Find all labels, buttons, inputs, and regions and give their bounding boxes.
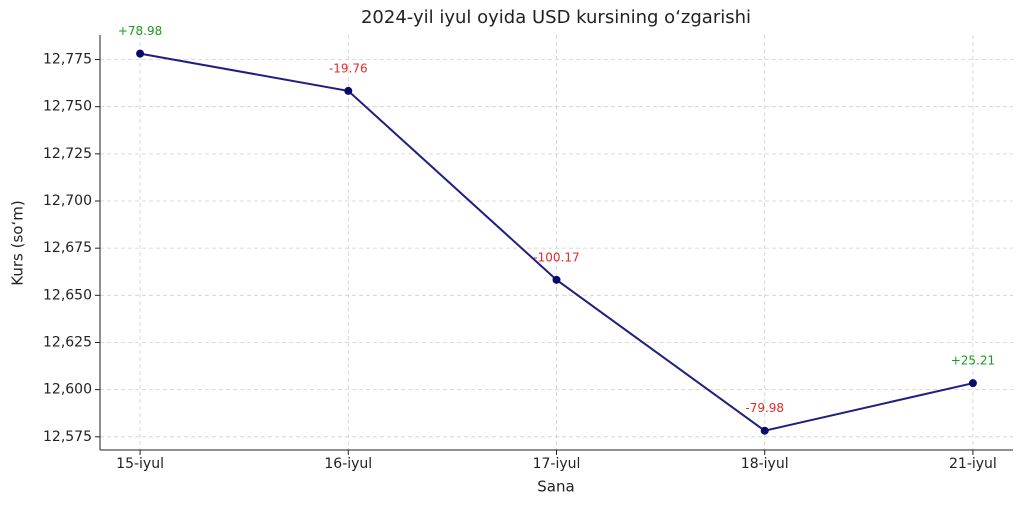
x-tick-label: 16-iyul bbox=[324, 456, 372, 472]
annotation: +78.98 bbox=[118, 24, 162, 38]
y-tick-label: 12,725 bbox=[43, 146, 92, 162]
annotation: +25.21 bbox=[951, 354, 995, 368]
y-tick-label: 12,600 bbox=[43, 382, 92, 398]
x-tick-label: 18-iyul bbox=[741, 456, 789, 472]
y-tick-label: 12,650 bbox=[43, 287, 92, 303]
marker bbox=[136, 49, 145, 58]
chart-title: 2024-yil iyul oyida USD kursining o‘zgar… bbox=[361, 7, 751, 28]
y-tick-label: 12,675 bbox=[43, 240, 92, 256]
y-tick-label: 12,575 bbox=[43, 429, 92, 445]
x-tick-label: 21-iyul bbox=[949, 456, 997, 472]
x-axis-label: Sana bbox=[537, 478, 574, 496]
y-tick-label: 12,775 bbox=[43, 52, 92, 68]
y-tick-label: 12,750 bbox=[43, 99, 92, 115]
y-tick-label: 12,700 bbox=[43, 193, 92, 209]
annotation: -19.76 bbox=[329, 61, 368, 75]
y-axis-label: Kurs (so‘m) bbox=[9, 200, 27, 285]
marker bbox=[760, 426, 769, 435]
marker bbox=[552, 275, 561, 284]
annotation: -100.17 bbox=[533, 250, 579, 264]
x-tick-label: 17-iyul bbox=[533, 456, 581, 472]
annotation: -79.98 bbox=[745, 401, 784, 415]
marker bbox=[344, 86, 353, 95]
y-tick-label: 12,625 bbox=[43, 334, 92, 350]
marker bbox=[968, 379, 977, 388]
x-tick-label: 15-iyul bbox=[116, 456, 164, 472]
